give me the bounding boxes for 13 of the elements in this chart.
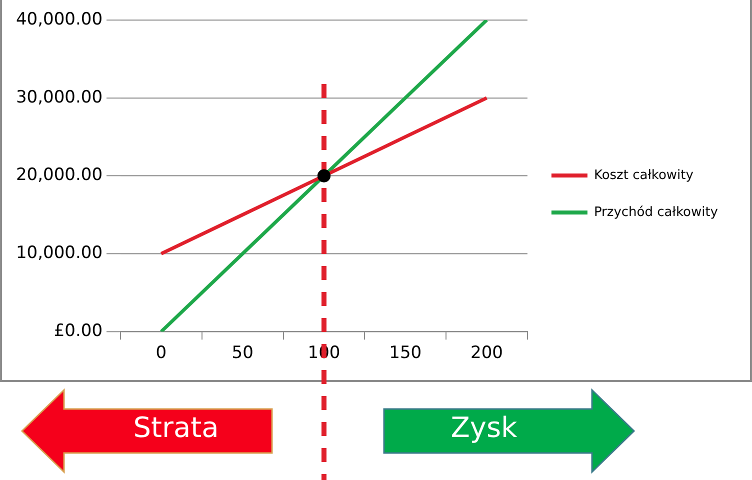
x-tick-label: 0 xyxy=(156,343,167,364)
y-tick-label: £0.00 xyxy=(54,321,103,342)
x-tick-label: 50 xyxy=(232,343,254,364)
y-tick-label: 20,000.00 xyxy=(16,165,103,186)
legend-label: Przychód całkowity xyxy=(594,204,718,220)
legend-label: Koszt całkowity xyxy=(594,168,694,183)
y-tick-label: 30,000.00 xyxy=(16,87,103,108)
y-tick-label: 40,000.00 xyxy=(16,9,103,30)
x-tick-label: 150 xyxy=(389,343,422,364)
text: Strata xyxy=(132,410,220,446)
y-tick-label: 10,000.00 xyxy=(16,243,103,264)
text: Zysk xyxy=(450,410,518,446)
x-tick-label: 200 xyxy=(470,343,503,364)
